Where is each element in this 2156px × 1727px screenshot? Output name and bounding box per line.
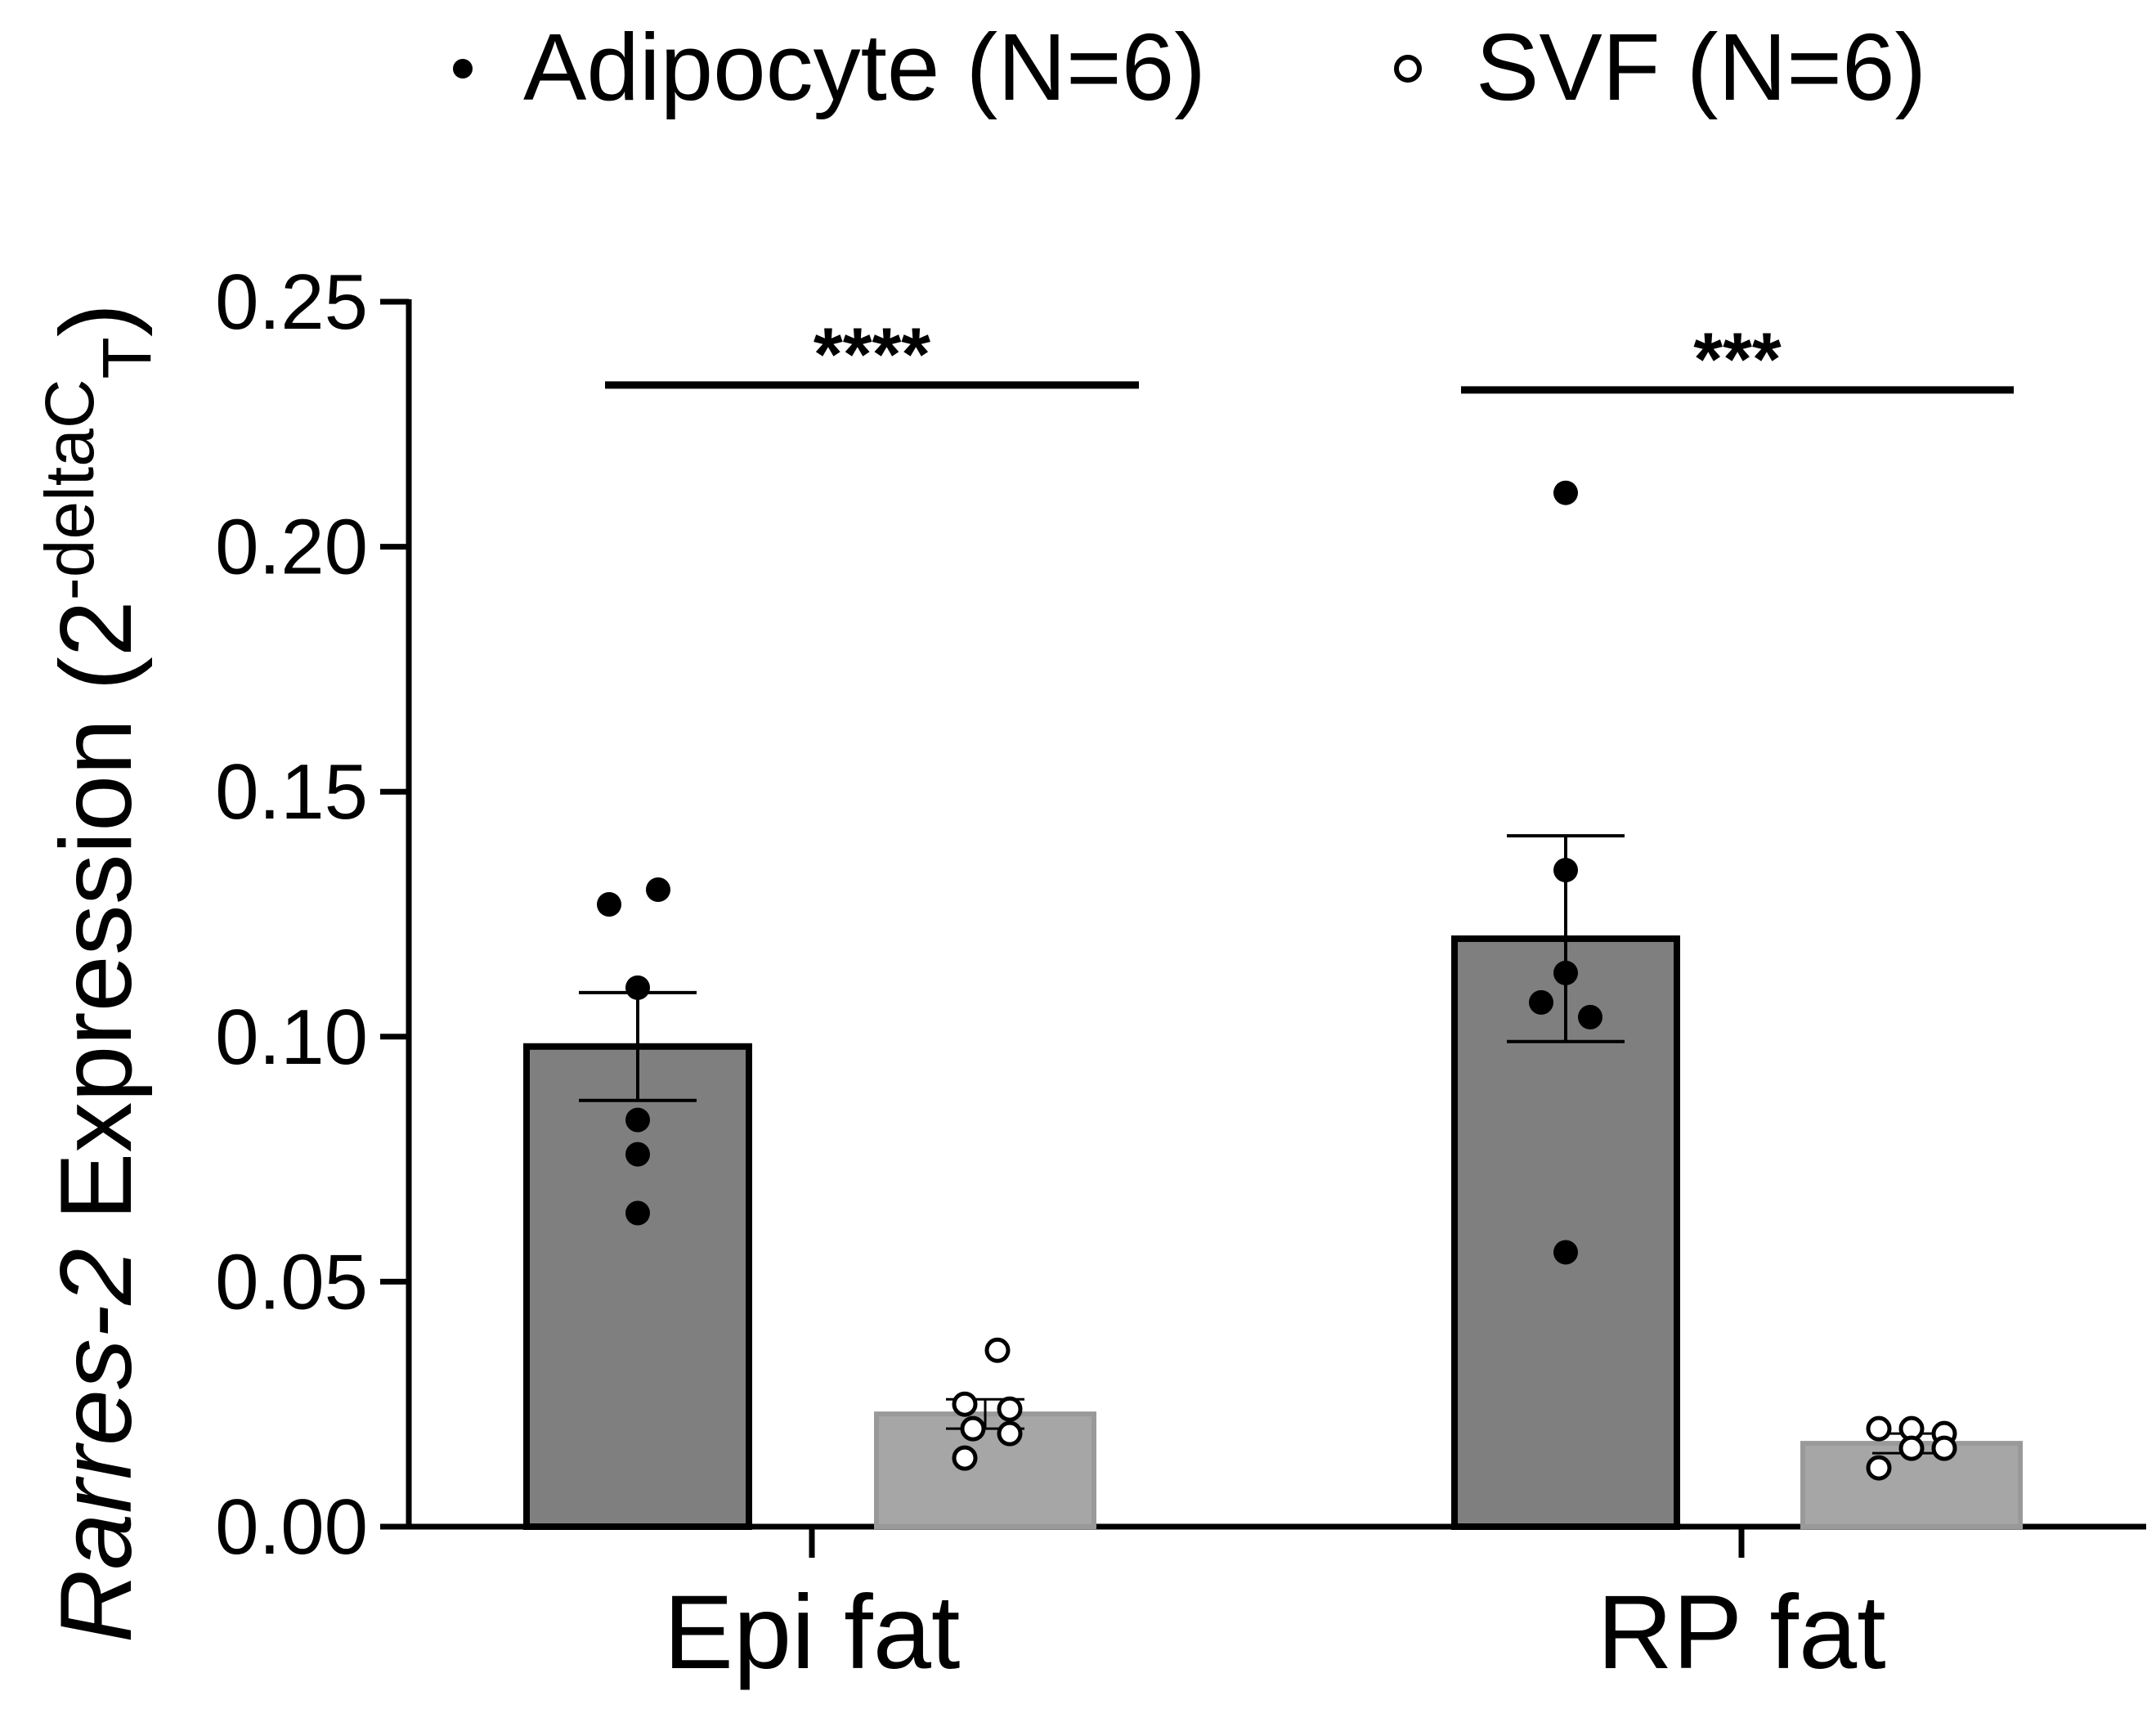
bars (523, 935, 2023, 1531)
data-point (984, 1337, 1011, 1363)
y-axis-close: ) (40, 303, 153, 337)
data-points (597, 480, 1957, 1481)
data-point (952, 1391, 978, 1417)
data-point (952, 1445, 978, 1471)
y-axis-superscript: -deltaC (31, 379, 108, 600)
data-point (1553, 480, 1578, 505)
significance-stars: *** (1693, 318, 1782, 401)
x-tick-label: RP fat (1597, 1574, 1885, 1691)
data-point (997, 1396, 1023, 1422)
y-tick-label: 0.00 (215, 1483, 368, 1571)
data-point (625, 1200, 650, 1226)
y-ticks: 0.00 0.05 0.10 0.15 0.20 0.25 (215, 258, 409, 1571)
data-point (646, 877, 670, 903)
data-point (625, 1142, 650, 1167)
legend-marker-adipocyte (453, 59, 473, 78)
y-tick-label: 0.10 (215, 994, 368, 1081)
y-tick-label: 0.05 (215, 1238, 368, 1326)
data-point (625, 1107, 650, 1133)
x-ticks: Epi fat RP fat (664, 1527, 1886, 1691)
data-point (1866, 1415, 1892, 1442)
legend-marker-svf (1394, 55, 1422, 83)
legend-label-adipocyte: Adipocyte (N=6) (523, 14, 1206, 120)
y-axis-gene: Rarres-2 (40, 1249, 153, 1643)
significance-stars: **** (814, 313, 930, 397)
legend-label-svf: SVF (N=6) (1476, 14, 1926, 120)
data-point (597, 892, 621, 917)
error-bars (579, 834, 1951, 1455)
data-point (625, 975, 650, 1000)
data-point (1866, 1455, 1892, 1481)
data-point (1553, 960, 1578, 985)
data-point (1898, 1435, 1925, 1461)
data-point (1529, 989, 1553, 1015)
y-tick-label: 0.15 (215, 748, 368, 836)
y-tick-label: 0.25 (215, 258, 368, 346)
y-axis-label: Rarres-2 Expression (2-deltaCT) (31, 303, 165, 1643)
y-axis-text: Expression (2 (40, 600, 153, 1249)
data-point (1553, 858, 1578, 883)
legend: Adipocyte (N=6) SVF (N=6) (453, 14, 1926, 120)
significance-markers: **** *** (605, 313, 2014, 401)
y-axis-subscript: T (88, 337, 165, 379)
data-point (1931, 1435, 1957, 1461)
data-point (1578, 1004, 1602, 1029)
x-tick-label: Epi fat (664, 1574, 961, 1691)
data-point (960, 1415, 986, 1442)
bar (874, 1411, 1096, 1529)
data-point (997, 1420, 1023, 1447)
y-tick-label: 0.20 (215, 504, 368, 591)
data-point (1553, 1240, 1578, 1265)
